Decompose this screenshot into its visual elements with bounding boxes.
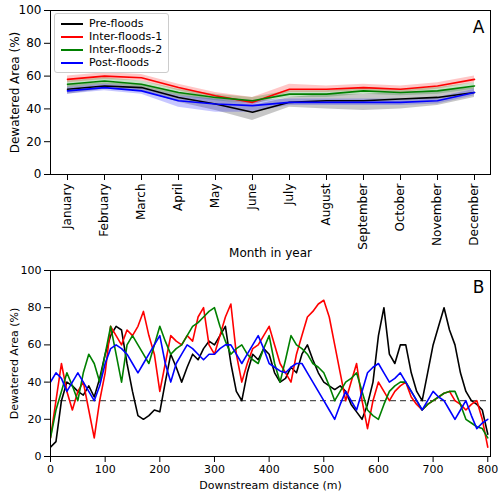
svg-text:300: 300	[204, 463, 225, 476]
svg-text:March: March	[134, 184, 148, 221]
svg-text:0: 0	[35, 450, 42, 463]
svg-text:700: 700	[423, 463, 444, 476]
svg-text:April: April	[171, 184, 185, 211]
svg-text:100: 100	[21, 264, 42, 277]
svg-text:100: 100	[19, 3, 42, 17]
svg-text:80: 80	[28, 301, 42, 314]
html-text:Post-floods: Post-floods	[89, 56, 150, 69]
svg-text:20: 20	[26, 135, 41, 149]
svg-text:January: January	[60, 184, 74, 231]
svg-text:80: 80	[26, 36, 41, 50]
html-text:Pre-floods: Pre-floods	[89, 17, 144, 30]
svg-text:December: December	[467, 183, 481, 245]
svg-text:June: June	[245, 184, 259, 211]
svg-text:60: 60	[28, 338, 42, 351]
svg-text:September: September	[356, 183, 370, 249]
svg-text:20: 20	[28, 413, 42, 426]
svg-text:August: August	[319, 183, 333, 225]
svg-text:October: October	[393, 183, 407, 231]
svg-text:May: May	[208, 184, 222, 209]
svg-text:800: 800	[477, 463, 498, 476]
svg-text:Dewatered Area (%): Dewatered Area (%)	[8, 32, 22, 154]
html-text:Inter-floods-2: Inter-floods-2	[89, 43, 163, 56]
svg-text:0: 0	[34, 167, 42, 181]
svg-text:200: 200	[149, 463, 170, 476]
svg-text:0: 0	[47, 463, 54, 476]
svg-text:40: 40	[26, 102, 41, 116]
svg-text:November: November	[430, 183, 444, 245]
html-text:Inter-floods-1: Inter-floods-1	[89, 30, 163, 43]
svg-text:40: 40	[28, 376, 42, 389]
svg-text:60: 60	[26, 69, 41, 83]
svg-text:Dewatered Area (%): Dewatered Area (%)	[8, 308, 21, 419]
svg-text:July: July	[282, 184, 296, 207]
svg-text:Month in year: Month in year	[229, 246, 312, 260]
svg-text:B: B	[473, 277, 485, 297]
svg-text:500: 500	[313, 463, 334, 476]
svg-text:400: 400	[259, 463, 280, 476]
svg-text:A: A	[473, 17, 485, 37]
svg-text:600: 600	[368, 463, 389, 476]
svg-text:February: February	[97, 184, 111, 237]
svg-text:100: 100	[95, 463, 116, 476]
svg-text:Downstream distance (m): Downstream distance (m)	[199, 479, 342, 492]
